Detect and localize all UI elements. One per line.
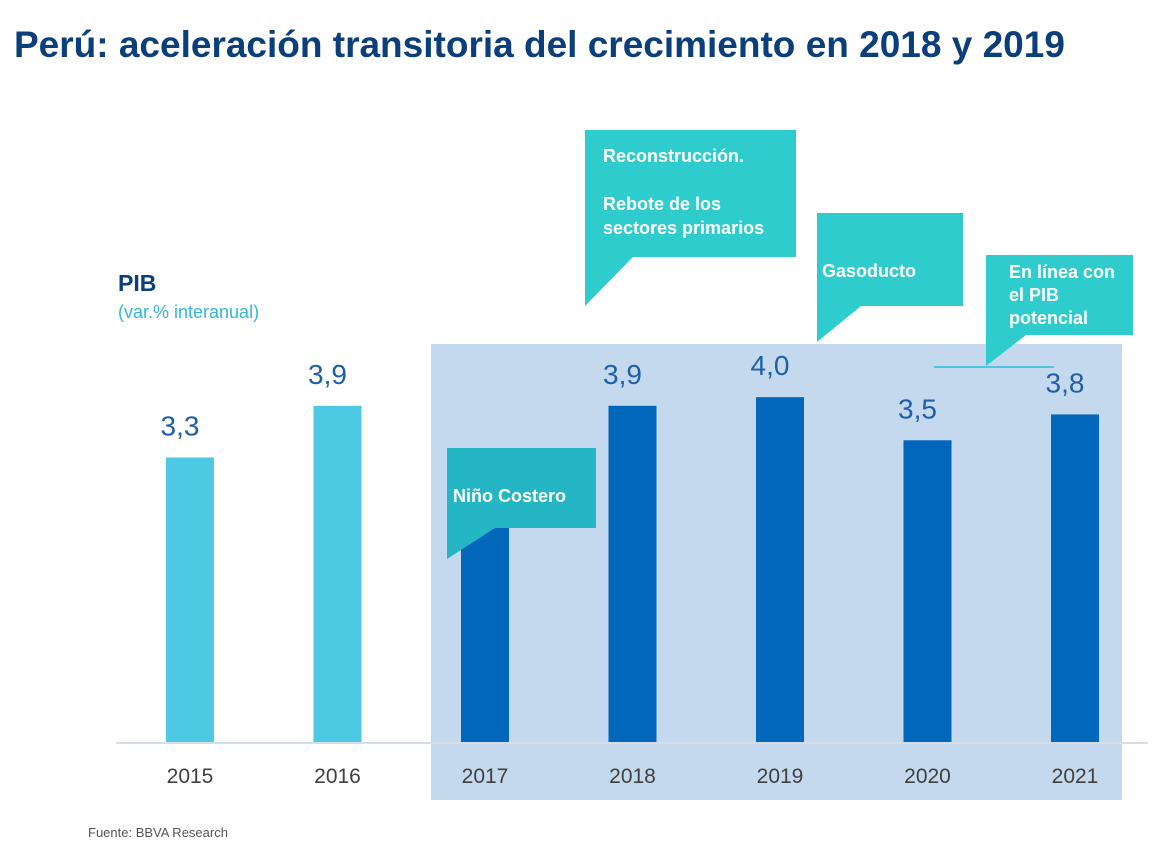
- callout-potencial-text: En línea con el PIB potencial: [1009, 262, 1116, 328]
- bar-2016: [313, 405, 362, 742]
- value-label-2020: 3,5: [898, 393, 937, 424]
- x-tick-label-2016: 2016: [314, 765, 361, 788]
- y-axis-title: PIB: [118, 270, 157, 296]
- callout-potencial: En línea con el PIB potencial: [986, 255, 1134, 367]
- chart-title: Perú: aceleración transitoria del crecim…: [14, 24, 1065, 65]
- callout-nino-costero: Niño Costero: [447, 448, 597, 560]
- value-label-2016: 3,9: [308, 359, 347, 390]
- value-label-2015: 3,3: [161, 411, 200, 442]
- x-tick-label-2021: 2021: [1052, 765, 1099, 788]
- callout-nino-costero-text: Niño Costero: [453, 486, 567, 506]
- callout-gasoducto: Gasoducto: [817, 213, 964, 343]
- source-note: Fuente: BBVA Research: [88, 825, 228, 840]
- potential-gdp-line: [934, 366, 1054, 368]
- bar-2015: [166, 457, 214, 742]
- value-label-2021: 3,8: [1046, 367, 1085, 398]
- bar-2017: [461, 526, 509, 742]
- bar-2021: [1051, 414, 1099, 742]
- x-tick-label-2015: 2015: [167, 765, 214, 788]
- x-tick-label-2017: 2017: [462, 765, 509, 788]
- x-tick-label-2019: 2019: [757, 765, 804, 788]
- x-tick-label-2020: 2020: [904, 765, 951, 788]
- x-axis-baseline: [116, 742, 1148, 744]
- callout-reconstruccion-text: Reconstrucción. Rebote de los sectores p…: [603, 146, 765, 238]
- callout-gasoducto-text: Gasoducto: [822, 261, 917, 281]
- callout-reconstruccion: Reconstrucción. Rebote de los sectores p…: [585, 130, 797, 307]
- bar-2020: [903, 440, 952, 742]
- value-label-2019: 4,0: [751, 350, 790, 381]
- value-label-2018: 3,9: [603, 359, 642, 390]
- x-tick-label-2018: 2018: [609, 765, 656, 788]
- bar-2018: [608, 405, 657, 742]
- y-axis-subtitle: (var.% interanual): [118, 302, 260, 322]
- bar-2019: [756, 397, 804, 742]
